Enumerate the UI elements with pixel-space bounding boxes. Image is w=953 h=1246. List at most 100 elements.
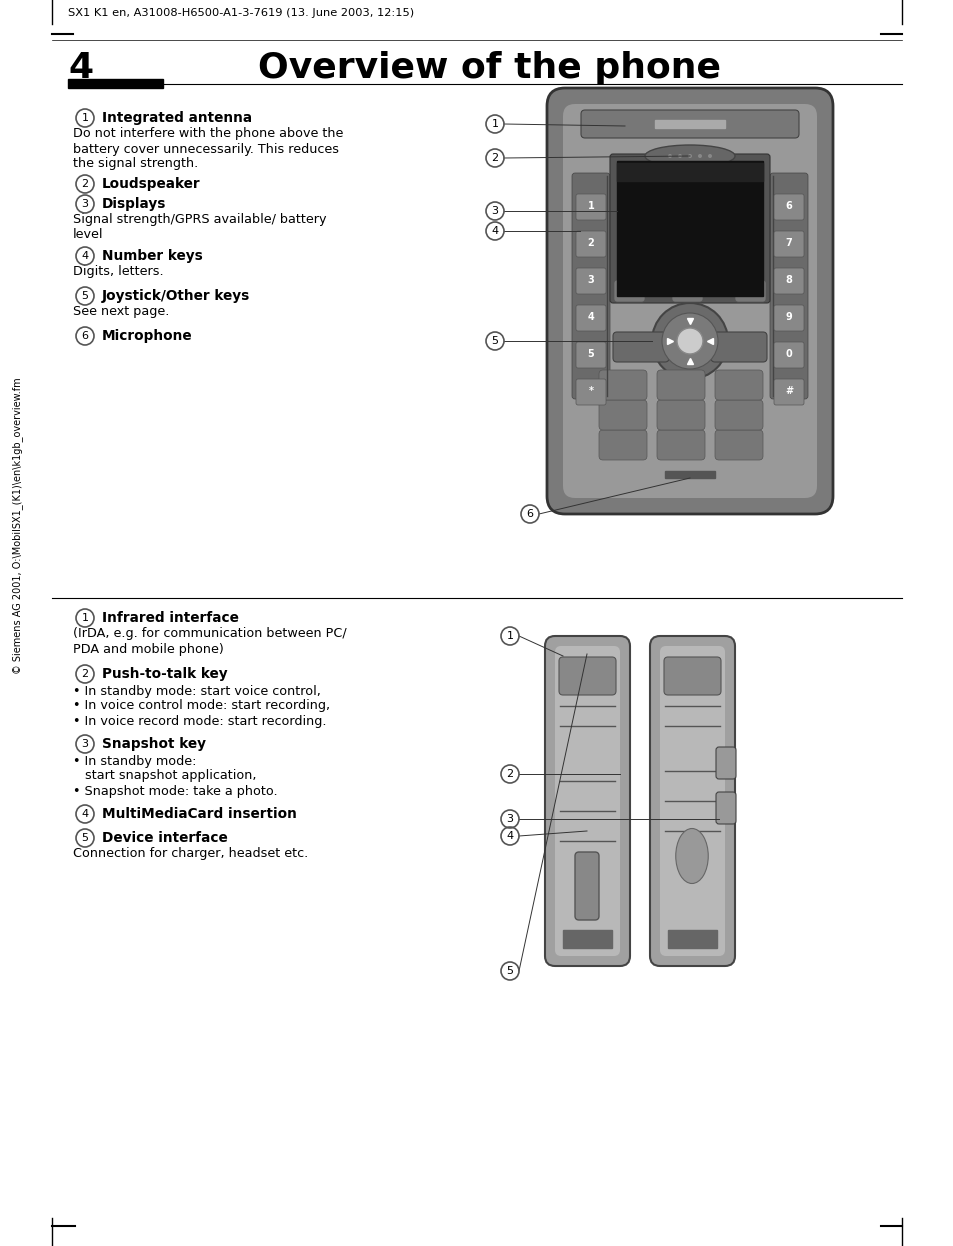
Text: • In standby mode:: • In standby mode: xyxy=(73,755,196,768)
Text: start snapshot application,: start snapshot application, xyxy=(73,770,256,782)
Text: Integrated antenna: Integrated antenna xyxy=(102,111,252,125)
FancyBboxPatch shape xyxy=(546,88,832,515)
FancyBboxPatch shape xyxy=(576,341,605,368)
Text: • In voice control mode: start recording,: • In voice control mode: start recording… xyxy=(73,699,330,713)
Text: (IrDA, e.g. for communication between PC/: (IrDA, e.g. for communication between PC… xyxy=(73,628,346,640)
Text: Overview of the phone: Overview of the phone xyxy=(258,51,720,85)
FancyBboxPatch shape xyxy=(576,268,605,294)
Text: Microphone: Microphone xyxy=(102,329,193,343)
Circle shape xyxy=(687,155,691,158)
FancyBboxPatch shape xyxy=(649,635,734,966)
Text: 9: 9 xyxy=(785,312,792,321)
Text: the signal strength.: the signal strength. xyxy=(73,157,198,171)
FancyBboxPatch shape xyxy=(663,657,720,695)
FancyBboxPatch shape xyxy=(657,370,704,400)
Text: • In voice record mode: start recording.: • In voice record mode: start recording. xyxy=(73,714,326,728)
Text: 4: 4 xyxy=(506,831,513,841)
Text: 2: 2 xyxy=(81,179,89,189)
Circle shape xyxy=(707,155,711,158)
FancyBboxPatch shape xyxy=(716,748,735,779)
FancyBboxPatch shape xyxy=(659,645,724,956)
FancyBboxPatch shape xyxy=(714,370,762,400)
FancyBboxPatch shape xyxy=(773,268,803,294)
Text: Loudspeaker: Loudspeaker xyxy=(102,177,200,191)
Text: 4: 4 xyxy=(587,312,594,321)
FancyBboxPatch shape xyxy=(576,231,605,257)
Text: level: level xyxy=(73,228,103,242)
Circle shape xyxy=(651,303,727,379)
Bar xyxy=(667,930,717,948)
Text: Push-to-talk key: Push-to-talk key xyxy=(102,667,228,682)
Text: 3: 3 xyxy=(506,814,513,824)
FancyBboxPatch shape xyxy=(544,635,629,966)
FancyBboxPatch shape xyxy=(769,173,807,399)
Text: 3: 3 xyxy=(81,739,89,749)
Text: 8: 8 xyxy=(784,275,792,285)
Text: Snapshot key: Snapshot key xyxy=(102,736,206,751)
Circle shape xyxy=(678,155,681,158)
FancyBboxPatch shape xyxy=(576,305,605,331)
Circle shape xyxy=(698,155,701,158)
Text: Device interface: Device interface xyxy=(102,831,228,845)
Circle shape xyxy=(661,313,718,369)
FancyBboxPatch shape xyxy=(598,370,646,400)
Text: 2: 2 xyxy=(506,769,513,779)
FancyBboxPatch shape xyxy=(716,792,735,824)
Text: 3: 3 xyxy=(81,199,89,209)
Ellipse shape xyxy=(675,829,707,883)
Text: 1: 1 xyxy=(81,613,89,623)
Text: Displays: Displays xyxy=(102,197,166,211)
FancyBboxPatch shape xyxy=(576,194,605,221)
FancyBboxPatch shape xyxy=(580,110,799,138)
Text: 5: 5 xyxy=(491,336,498,346)
Text: 1: 1 xyxy=(491,120,498,130)
Bar xyxy=(655,120,724,128)
Text: 7: 7 xyxy=(785,238,792,248)
Text: 5: 5 xyxy=(81,834,89,844)
Bar xyxy=(617,161,762,297)
Text: 5: 5 xyxy=(81,292,89,302)
FancyBboxPatch shape xyxy=(614,280,644,302)
Text: 2: 2 xyxy=(491,153,498,163)
Circle shape xyxy=(677,328,702,354)
Text: Signal strength/GPRS available/ battery: Signal strength/GPRS available/ battery xyxy=(73,213,326,227)
Text: 6: 6 xyxy=(785,201,792,211)
Text: 1: 1 xyxy=(587,201,594,211)
Text: Joystick/Other keys: Joystick/Other keys xyxy=(102,289,250,303)
Text: battery cover unnecessarily. This reduces: battery cover unnecessarily. This reduce… xyxy=(73,142,338,156)
Text: *: * xyxy=(588,386,593,396)
Text: 4: 4 xyxy=(68,51,93,85)
Ellipse shape xyxy=(644,145,734,167)
Bar xyxy=(617,163,762,181)
Text: 3: 3 xyxy=(587,275,594,285)
FancyBboxPatch shape xyxy=(773,341,803,368)
Bar xyxy=(664,471,714,478)
FancyBboxPatch shape xyxy=(576,379,605,405)
FancyBboxPatch shape xyxy=(714,430,762,460)
Text: 1: 1 xyxy=(81,113,89,123)
FancyBboxPatch shape xyxy=(575,852,598,920)
FancyBboxPatch shape xyxy=(598,430,646,460)
FancyBboxPatch shape xyxy=(773,194,803,221)
Bar xyxy=(68,78,163,88)
Text: 4: 4 xyxy=(81,809,89,819)
Circle shape xyxy=(667,155,671,158)
Text: 6: 6 xyxy=(81,331,89,341)
Text: • Snapshot mode: take a photo.: • Snapshot mode: take a photo. xyxy=(73,785,277,797)
FancyBboxPatch shape xyxy=(613,331,668,363)
FancyBboxPatch shape xyxy=(773,231,803,257)
Text: 5: 5 xyxy=(506,966,513,976)
Text: Infrared interface: Infrared interface xyxy=(102,611,238,625)
Text: • In standby mode: start voice control,: • In standby mode: start voice control, xyxy=(73,684,320,698)
Text: 2: 2 xyxy=(587,238,594,248)
Text: 0: 0 xyxy=(785,349,792,359)
Text: Do not interfere with the phone above the: Do not interfere with the phone above th… xyxy=(73,127,343,141)
FancyBboxPatch shape xyxy=(773,379,803,405)
FancyBboxPatch shape xyxy=(555,645,619,956)
Text: Digits, letters.: Digits, letters. xyxy=(73,265,164,279)
FancyBboxPatch shape xyxy=(657,400,704,430)
FancyBboxPatch shape xyxy=(558,657,616,695)
Text: 2: 2 xyxy=(81,669,89,679)
Text: PDA and mobile phone): PDA and mobile phone) xyxy=(73,643,224,655)
FancyBboxPatch shape xyxy=(671,280,702,302)
